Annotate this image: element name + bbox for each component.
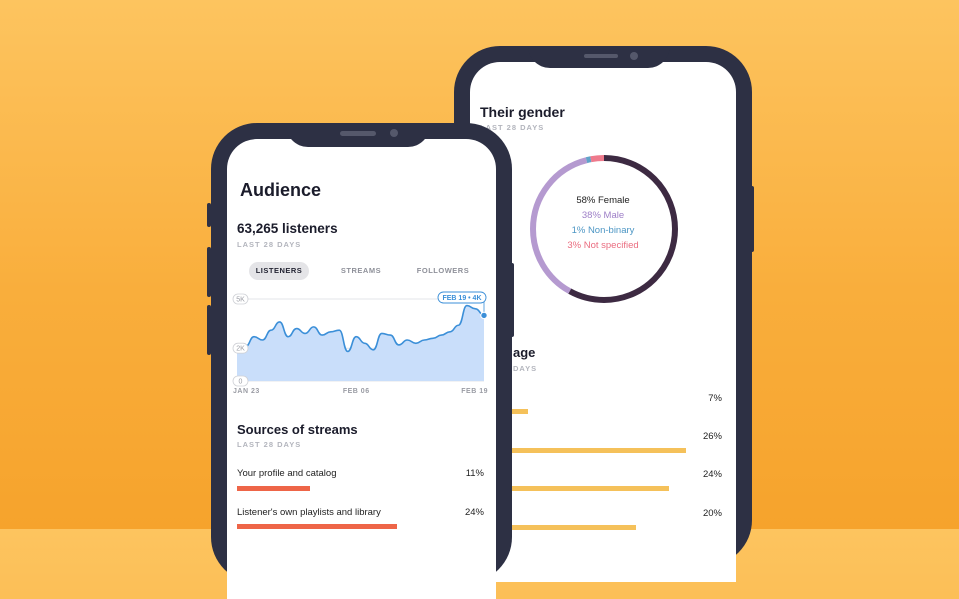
x-tick-label: FEB 19	[461, 388, 488, 395]
age-title: age	[513, 345, 536, 360]
side-button	[510, 263, 514, 337]
series-line	[236, 304, 485, 353]
audience-screen: Audience 63,265 listeners LAST 28 DAYS L…	[227, 139, 496, 599]
age-row-pct: 26%	[702, 431, 722, 442]
source-bar	[237, 486, 311, 491]
camera	[630, 52, 638, 60]
source-pct: 11%	[465, 468, 484, 479]
phone-front: Audience 63,265 listeners LAST 28 DAYS L…	[207, 123, 514, 599]
legend-non-binary: 1% Non-binary	[571, 225, 635, 236]
donut-slice	[530, 155, 678, 303]
legend-female: 58% Female	[576, 195, 630, 206]
y-tick-pill	[232, 375, 249, 387]
last-point-marker[interactable]	[480, 311, 488, 320]
legend-not-specified: 3% Not specified	[567, 240, 639, 251]
source-label: Your profile and catalog	[237, 468, 337, 479]
source-pct: 24%	[464, 507, 484, 518]
app-promo-background: { "gender_screen": { "title": "Their gen…	[0, 0, 959, 583]
gender-subtitle: LAST 28 DAYS	[480, 123, 545, 132]
side-button	[207, 247, 211, 297]
listeners-subtitle: LAST 28 DAYS	[237, 240, 302, 249]
y-tick-pill	[232, 293, 249, 305]
age-row-pct: 20%	[702, 508, 722, 519]
age-row-pct: 7%	[708, 393, 722, 404]
y-tick-label: 5K	[236, 297, 245, 304]
side-button	[207, 305, 211, 355]
phone-back: Their gender LAST 28 DAYS 58% Female 38%…	[454, 46, 754, 582]
source-bar	[237, 524, 397, 529]
listeners-count: 63,265 listeners	[237, 221, 338, 236]
age-row-bar	[470, 525, 637, 530]
sources-subtitle: LAST 28 DAYS	[237, 440, 302, 449]
tab-listeners[interactable]: LISTENERS	[249, 262, 309, 280]
speaker	[584, 54, 618, 58]
tooltip-pill	[437, 291, 487, 304]
speaker	[340, 131, 376, 136]
gender-screen: Their gender LAST 28 DAYS 58% Female 38%…	[470, 62, 736, 582]
donut-slice	[530, 155, 678, 303]
age-row-bar	[470, 448, 686, 453]
tooltip-label: FEB 19 • 4K	[442, 295, 481, 302]
sources-title: Sources of streams	[237, 422, 358, 437]
tab-followers[interactable]: FOLLOWERS	[416, 266, 470, 275]
audience-title: Audience	[240, 180, 322, 200]
notch	[528, 46, 670, 68]
y-tick-pill	[232, 342, 249, 354]
side-button	[750, 186, 754, 252]
gender-title: Their gender	[480, 104, 565, 120]
side-button	[207, 203, 211, 227]
age-subtitle: DAYS	[513, 364, 538, 373]
x-tick-label: JAN 23	[233, 388, 260, 395]
source-label: Listener's own playlists and library	[237, 507, 381, 518]
gender-donut-chart	[530, 155, 678, 303]
notch	[286, 123, 430, 147]
camera	[390, 129, 398, 137]
x-tick-label: FEB 06	[343, 388, 370, 395]
legend-male: 38% Male	[581, 210, 625, 221]
y-tick-label: 0	[239, 379, 243, 386]
area-fill	[237, 305, 484, 381]
tab-streams[interactable]: STREAMS	[340, 266, 382, 275]
age-row-pct: 24%	[702, 469, 722, 480]
y-tick-label: 2K	[236, 346, 245, 353]
listeners-area-chart: 5K 2K 0 JAN 23 FEB 06 FEB 19 FEB 19 • 4K	[232, 291, 488, 395]
age-row-bar	[470, 486, 670, 491]
